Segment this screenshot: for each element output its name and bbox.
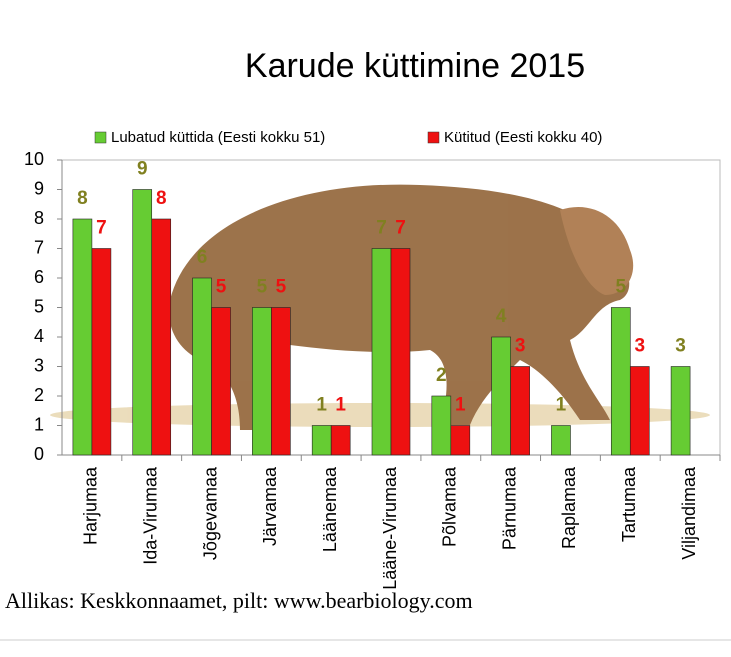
y-tick-label: 10 — [24, 149, 44, 169]
value-label: 7 — [376, 218, 387, 239]
x-tick-label: Tartumaa — [619, 466, 639, 542]
bar — [151, 218, 172, 456]
legend-swatch — [427, 131, 440, 144]
x-tick-label: Jõgevamaa — [200, 466, 220, 560]
y-tick-label: 5 — [34, 296, 44, 316]
value-label: 3 — [634, 336, 645, 357]
x-tick-label: Põlvamaa — [440, 466, 460, 547]
legend-label: Lubatud küttida (Eesti kokku 51) — [111, 129, 325, 146]
legend-label: Kütitud (Eesti kokku 40) — [444, 129, 602, 146]
value-label: 7 — [96, 218, 107, 239]
value-label: 3 — [675, 336, 686, 357]
y-tick-label: 9 — [34, 178, 44, 198]
bar — [192, 277, 212, 456]
value-label: 9 — [137, 159, 148, 180]
bar — [610, 307, 631, 456]
bar — [72, 218, 93, 456]
bar — [551, 425, 571, 456]
bar — [629, 366, 650, 456]
x-tick-label: Ida-Virumaa — [140, 466, 160, 565]
y-tick-label: 0 — [34, 444, 44, 464]
y-tick-label: 8 — [34, 208, 44, 228]
value-label: 8 — [77, 188, 88, 209]
value-label: 1 — [455, 395, 466, 416]
bar — [431, 395, 452, 456]
value-label: 4 — [496, 306, 507, 327]
y-tick-label: 7 — [34, 237, 44, 257]
bar — [252, 307, 272, 456]
bar — [371, 248, 392, 456]
y-tick-label: 2 — [34, 385, 44, 405]
x-tick-label: Viljandimaa — [679, 466, 699, 560]
x-tick-label: Läänemaa — [320, 466, 340, 552]
x-tick-label: Raplamaa — [559, 466, 579, 549]
y-tick-label: 1 — [34, 414, 44, 434]
bar — [132, 189, 153, 456]
y-tick-label: 4 — [34, 326, 44, 346]
bar — [311, 425, 332, 456]
chart-title: Karude küttimine 2015 — [245, 47, 585, 85]
x-tick-label: Järvamaa — [260, 466, 280, 546]
value-label: 1 — [335, 395, 346, 416]
bar — [390, 248, 411, 456]
x-tick-label: Lääne-Virumaa — [380, 466, 400, 590]
legend-swatch — [94, 131, 107, 144]
x-tick-label: Harjumaa — [81, 466, 101, 545]
value-label: 5 — [276, 277, 287, 298]
value-label: 6 — [197, 247, 208, 268]
bar — [91, 248, 112, 456]
bar — [330, 425, 351, 456]
value-label: 1 — [556, 395, 567, 416]
bar — [510, 366, 530, 456]
value-label: 5 — [257, 277, 268, 298]
bar — [450, 425, 471, 456]
source-note: Allikas: Keskkonnaamet, pilt: www.bearbi… — [5, 588, 473, 613]
value-label: 5 — [615, 277, 626, 298]
value-label: 5 — [216, 277, 227, 298]
x-tick-label: Pärnumaa — [499, 466, 519, 550]
y-tick-label: 3 — [34, 355, 44, 375]
value-label: 8 — [156, 188, 167, 209]
bar — [211, 307, 231, 456]
y-tick-label: 6 — [34, 267, 44, 287]
value-label: 7 — [395, 218, 406, 239]
value-label: 1 — [316, 395, 327, 416]
value-label: 3 — [515, 336, 526, 357]
bar — [670, 366, 691, 456]
value-label: 2 — [436, 365, 447, 386]
bar — [271, 307, 291, 456]
bar — [491, 336, 511, 456]
